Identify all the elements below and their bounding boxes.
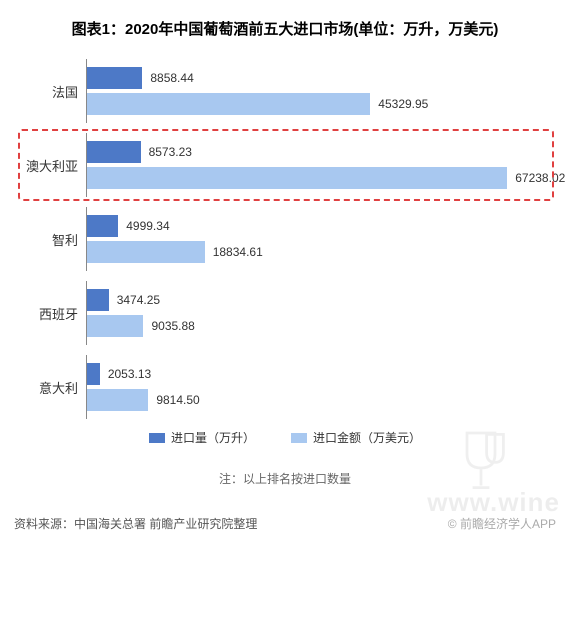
legend-label: 进口量（万升） — [171, 429, 255, 446]
bar-wrap: 3474.25 — [87, 289, 556, 311]
country-label: 智利 — [14, 230, 86, 249]
bar-wrap: 9814.50 — [87, 389, 556, 411]
bar-value-label: 45329.95 — [378, 97, 428, 111]
country-label: 西班牙 — [14, 304, 86, 323]
bar-volume — [87, 67, 142, 89]
bar-value-label: 67238.02 — [515, 171, 565, 185]
country-row: 智利 4999.34 18834.61 — [14, 207, 556, 271]
bar-value-label: 18834.61 — [213, 245, 263, 259]
bar-wrap: 18834.61 — [87, 241, 556, 263]
bar-wrap: 45329.95 — [87, 93, 556, 115]
legend-swatch — [149, 433, 165, 443]
bars-cell: 2053.13 9814.50 — [86, 355, 556, 419]
text-watermark: www.wine — [427, 487, 560, 518]
bars-cell: 3474.25 9035.88 — [86, 281, 556, 345]
legend-item: 进口量（万升） — [149, 429, 255, 446]
country-label: 法国 — [14, 82, 86, 101]
bar-wrap: 8573.23 — [87, 141, 565, 163]
bars-cell: 8858.44 45329.95 — [86, 59, 556, 123]
legend-item: 进口金额（万美元） — [291, 429, 421, 446]
bar-value — [87, 167, 507, 189]
chart-container: 图表1：2020年中国葡萄酒前五大进口市场(单位：万升，万美元) 法国8858.… — [0, 0, 570, 544]
country-label: 意大利 — [14, 378, 86, 397]
country-row: 澳大利亚8573.2367238.02 — [14, 133, 556, 197]
bar-value-label: 8858.44 — [150, 71, 193, 85]
brand-text: © 前瞻经济学人APP — [448, 515, 556, 532]
chart-footer: 资料来源：中国海关总署 前瞻产业研究院整理 © 前瞻经济学人APP — [14, 515, 556, 532]
bar-volume — [87, 289, 109, 311]
country-label: 澳大利亚 — [14, 156, 86, 175]
bar-value — [87, 93, 370, 115]
source-text: 资料来源：中国海关总署 前瞻产业研究院整理 — [14, 515, 257, 532]
bar-wrap: 67238.02 — [87, 167, 565, 189]
bar-value-label: 9814.50 — [156, 393, 199, 407]
bar-value-label: 3474.25 — [117, 293, 160, 307]
bar-volume — [87, 141, 141, 163]
chart-plot-area: 法国8858.4445329.95澳大利亚8573.2367238.02智利49… — [14, 59, 556, 419]
bar-volume — [87, 215, 118, 237]
bars-cell: 8573.23 67238.02 — [86, 133, 565, 197]
bar-value — [87, 241, 205, 263]
chart-title: 图表1：2020年中国葡萄酒前五大进口市场(单位：万升，万美元) — [14, 18, 556, 39]
legend-swatch — [291, 433, 307, 443]
bar-volume — [87, 363, 100, 385]
country-row: 西班牙 3474.25 9035.88 — [14, 281, 556, 345]
bar-wrap: 4999.34 — [87, 215, 556, 237]
country-row: 意大利 2053.13 9814.50 — [14, 355, 556, 419]
bars-cell: 4999.34 18834.61 — [86, 207, 556, 271]
legend-label: 进口金额（万美元） — [313, 429, 421, 446]
bar-value — [87, 389, 148, 411]
chart-legend: 进口量（万升） 进口金额（万美元） — [14, 429, 556, 446]
bar-value — [87, 315, 143, 337]
country-row: 法国 8858.44 45329.95 — [14, 59, 556, 123]
bar-wrap: 9035.88 — [87, 315, 556, 337]
bar-value-label: 4999.34 — [126, 219, 169, 233]
bar-wrap: 2053.13 — [87, 363, 556, 385]
chart-note: 注：以上排名按进口数量 — [14, 470, 556, 487]
bar-value-label: 8573.23 — [149, 145, 192, 159]
bar-value-label: 2053.13 — [108, 367, 151, 381]
bar-wrap: 8858.44 — [87, 67, 556, 89]
bar-value-label: 9035.88 — [151, 319, 194, 333]
